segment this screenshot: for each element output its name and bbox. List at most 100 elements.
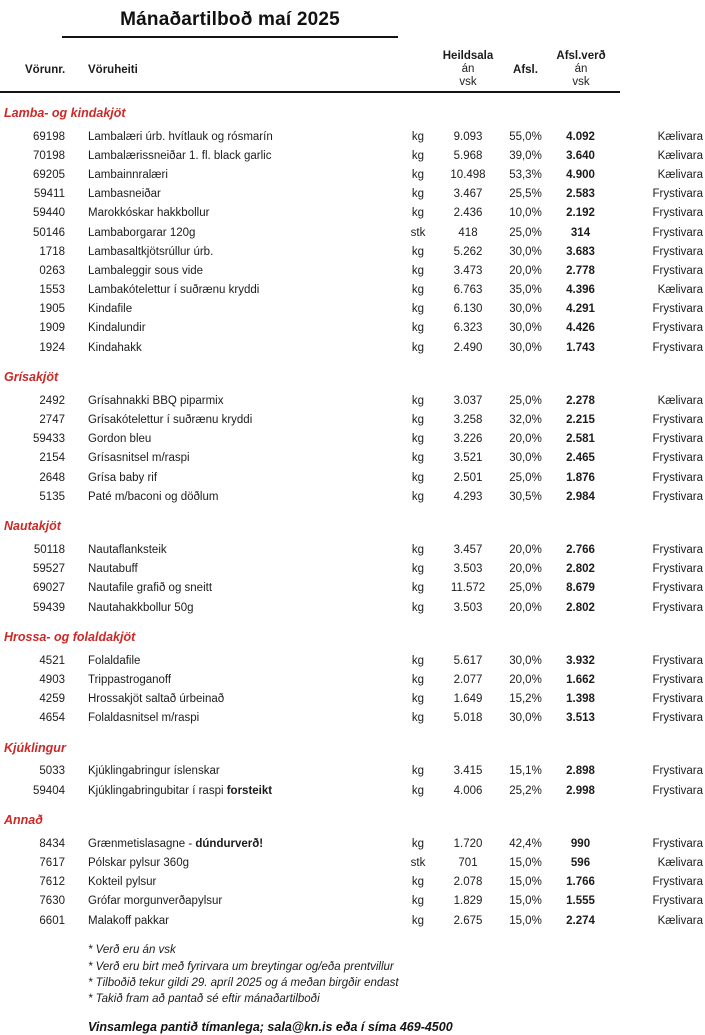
discounted-price: 3.640	[566, 149, 595, 162]
unit-label: kg	[411, 207, 425, 220]
table-row: 4654 Folaldasnitsel m/raspi kg 5.018 30,0% 3.…	[0, 709, 705, 728]
table-row: 69205 Lambainnralæri kg 10.498 53,3% 4.900 Kæl…	[0, 165, 705, 184]
section-title: Hrossa- og folaldakjöt	[4, 630, 136, 645]
wholesale-price: 2.675	[453, 914, 483, 927]
product-name: Hrossakjöt saltað úrbeinað	[88, 693, 225, 706]
table-row: 2492 Grísahnakki BBQ piparmix kg 3.037 25,0%…	[0, 391, 705, 410]
wholesale-price: 2.501	[453, 471, 483, 484]
column-header-wholesale: Heildsala án vsk	[442, 50, 494, 88]
product-name: Kindalundir	[88, 322, 146, 335]
discount-percent: 25,0%	[509, 394, 542, 407]
discounted-price: 2.465	[566, 452, 595, 465]
product-name: Grísahnakki BBQ piparmix	[88, 394, 224, 407]
unit-label: kg	[411, 490, 425, 503]
product-name: Lambalæri úrb. hvítlauk og rósmarín	[88, 130, 273, 143]
table-row: 2154 Grísasnitsel m/raspi kg 3.521 30,0% 2.46…	[0, 449, 705, 468]
discounted-price: 4.291	[566, 303, 595, 316]
table-row: 50146 Lambaborgarar 120g stk 418 25,0% 314 Fry…	[0, 223, 705, 242]
discount-percent: 20,0%	[509, 601, 542, 614]
unit-label: stk	[410, 226, 426, 239]
wholesale-price: 3.415	[453, 765, 483, 778]
product-name: Kindafile	[88, 303, 133, 316]
wholesale-price: 6.323	[453, 322, 483, 335]
wholesale-price: 1.649	[453, 693, 483, 706]
table-header-rule: Vörunr. Vöruheiti Heildsala án vsk Afsl. …	[0, 50, 620, 93]
product-name: Gordon bleu	[88, 433, 152, 446]
discounted-price: 1.555	[566, 895, 595, 908]
wholesale-price: 3.521	[453, 452, 483, 465]
section-title: Grísakjöt	[4, 370, 59, 385]
product-number: 50118	[33, 543, 65, 556]
storage-type: Kælivara	[657, 394, 703, 407]
discounted-price: 2.766	[566, 543, 595, 556]
product-name: Lambaleggir sous vide	[88, 264, 204, 277]
wholesale-price: 2.436	[453, 207, 483, 220]
discount-percent: 10,0%	[509, 207, 542, 220]
discount-percent: 20,0%	[509, 264, 542, 277]
product-name: Lambaborgarar 120g	[88, 226, 196, 239]
product-number: 1718	[39, 245, 65, 258]
product-name: Kindahakk	[88, 341, 142, 354]
discount-percent: 39,0%	[509, 149, 542, 162]
unit-label: kg	[411, 341, 425, 354]
wholesale-price: 2.078	[453, 876, 483, 889]
section-title: Nautakjöt	[4, 519, 61, 534]
wholesale-price: 5.262	[453, 245, 483, 258]
discount-percent: 15,2%	[509, 693, 542, 706]
table-row: 59527 Nautabuff kg 3.503 20,0% 2.802 Frystivar…	[0, 560, 705, 579]
unit-label: kg	[411, 284, 425, 297]
category-section: Annað 8434 Grænmetislasagne - dúndurverð! k…	[0, 813, 705, 930]
unit-label: kg	[411, 876, 425, 889]
discount-percent: 15,0%	[509, 914, 542, 927]
discounted-price: 3.932	[566, 654, 595, 667]
storage-type: Frystivara	[652, 303, 703, 316]
product-number: 4903	[39, 673, 65, 686]
product-name: Lambasaltkjötsrúllur úrb.	[88, 245, 214, 258]
wholesale-price: 10.498	[450, 168, 486, 181]
product-number: 8434	[39, 837, 65, 850]
storage-type: Frystivara	[652, 543, 703, 556]
storage-type: Frystivara	[652, 264, 703, 277]
product-number: 59404	[33, 784, 65, 797]
storage-type: Frystivara	[652, 582, 703, 595]
discounted-price: 314	[570, 226, 591, 239]
discounted-price: 2.215	[566, 414, 595, 427]
product-number: 69205	[33, 168, 65, 181]
wholesale-price: 3.258	[453, 414, 483, 427]
discounted-price: 2.581	[566, 433, 595, 446]
table-row: 1718 Lambasaltkjötsrúllur úrb. kg 5.262 30,0…	[0, 242, 705, 261]
discounted-price: 2.984	[566, 490, 595, 503]
product-name: Pólskar pylsur 360g	[88, 857, 189, 870]
storage-type: Frystivara	[652, 563, 703, 576]
product-number: 59433	[33, 433, 65, 446]
product-number: 70198	[33, 149, 65, 162]
discount-percent: 20,0%	[509, 543, 542, 556]
storage-type: Kælivara	[657, 149, 703, 162]
discount-percent: 25,5%	[509, 188, 542, 201]
product-name: Paté m/baconi og döðlum	[88, 490, 219, 503]
wholesale-price: 4.006	[453, 784, 483, 797]
wholesale-price: 3.457	[453, 543, 483, 556]
table-row: 2747 Grísakótelettur í suðrænu kryddi kg 3.…	[0, 410, 705, 429]
unit-label: stk	[410, 857, 426, 870]
table-row: 4521 Folaldafile kg 5.617 30,0% 3.932 Frystiva…	[0, 651, 705, 670]
wholesale-price: 418	[458, 226, 478, 239]
wholesale-price: 11.572	[450, 582, 486, 595]
product-number: 50146	[33, 226, 65, 239]
discounted-price: 1.876	[566, 471, 595, 484]
unit-label: kg	[411, 188, 425, 201]
product-name: Folaldasnitsel m/raspi	[88, 712, 200, 725]
discount-percent: 25,0%	[509, 471, 542, 484]
product-number: 59527	[33, 563, 65, 576]
table-row: 59404 Kjúklingabringubitar í raspi forste…	[0, 781, 705, 800]
footnote-line: * Verð eru birt með fyrirvara um breytin…	[88, 960, 394, 973]
unit-label: kg	[411, 895, 425, 908]
product-name: Nautaflanksteik	[88, 543, 167, 556]
wholesale-price: 3.503	[453, 563, 483, 576]
unit-label: kg	[411, 394, 425, 407]
discounted-price: 1.662	[566, 673, 595, 686]
discounted-price: 2.192	[566, 207, 595, 220]
product-name: Grísasnitsel m/raspi	[88, 452, 190, 465]
product-number: 1924	[39, 341, 65, 354]
discounted-price: 1.743	[566, 341, 595, 354]
